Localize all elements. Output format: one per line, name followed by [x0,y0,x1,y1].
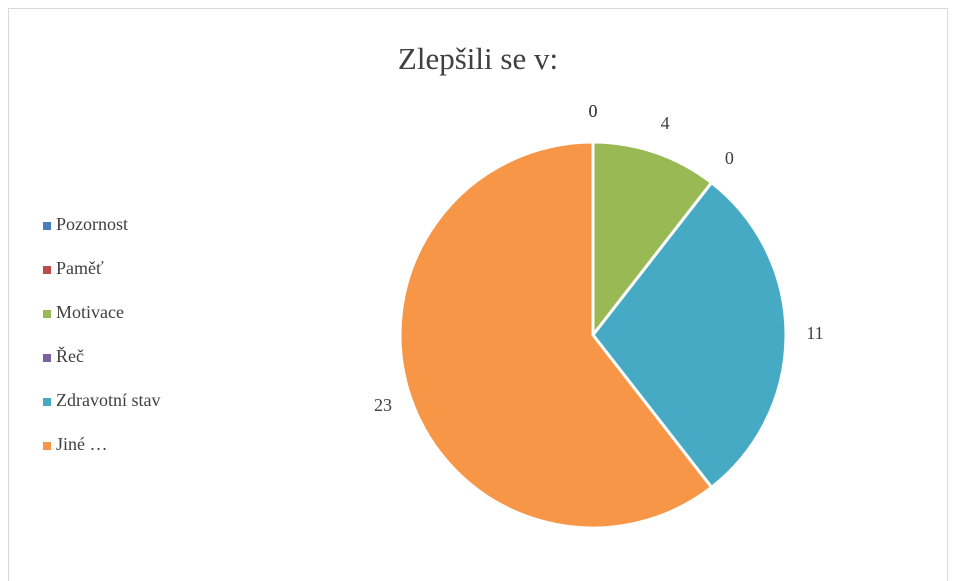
legend-label: Řeč [56,345,84,366]
legend-swatch [43,442,51,450]
legend-label: Motivace [56,302,124,322]
pie-slice [398,140,714,530]
legend-swatch [43,266,51,274]
data-label: 4 [661,113,670,133]
data-label: 0 [589,101,598,121]
pie-slice [591,180,788,490]
legend-swatch [43,310,51,318]
data-label: 0 [725,148,734,168]
data-label: 11 [806,323,823,343]
legend-label: Paměť [56,258,104,278]
pie-slice [591,140,714,340]
legend-label: Jiné … [56,434,108,454]
legend-swatch [43,398,51,406]
data-label: 23 [374,395,392,415]
legend-swatch [43,222,51,230]
data-label: 0 [589,101,598,121]
legend-label: Pozornost [56,214,128,234]
legend-swatch [43,354,51,362]
chart-title: Zlepšili se v: [398,41,558,76]
legend-label: Zdravotní stav [56,390,160,410]
